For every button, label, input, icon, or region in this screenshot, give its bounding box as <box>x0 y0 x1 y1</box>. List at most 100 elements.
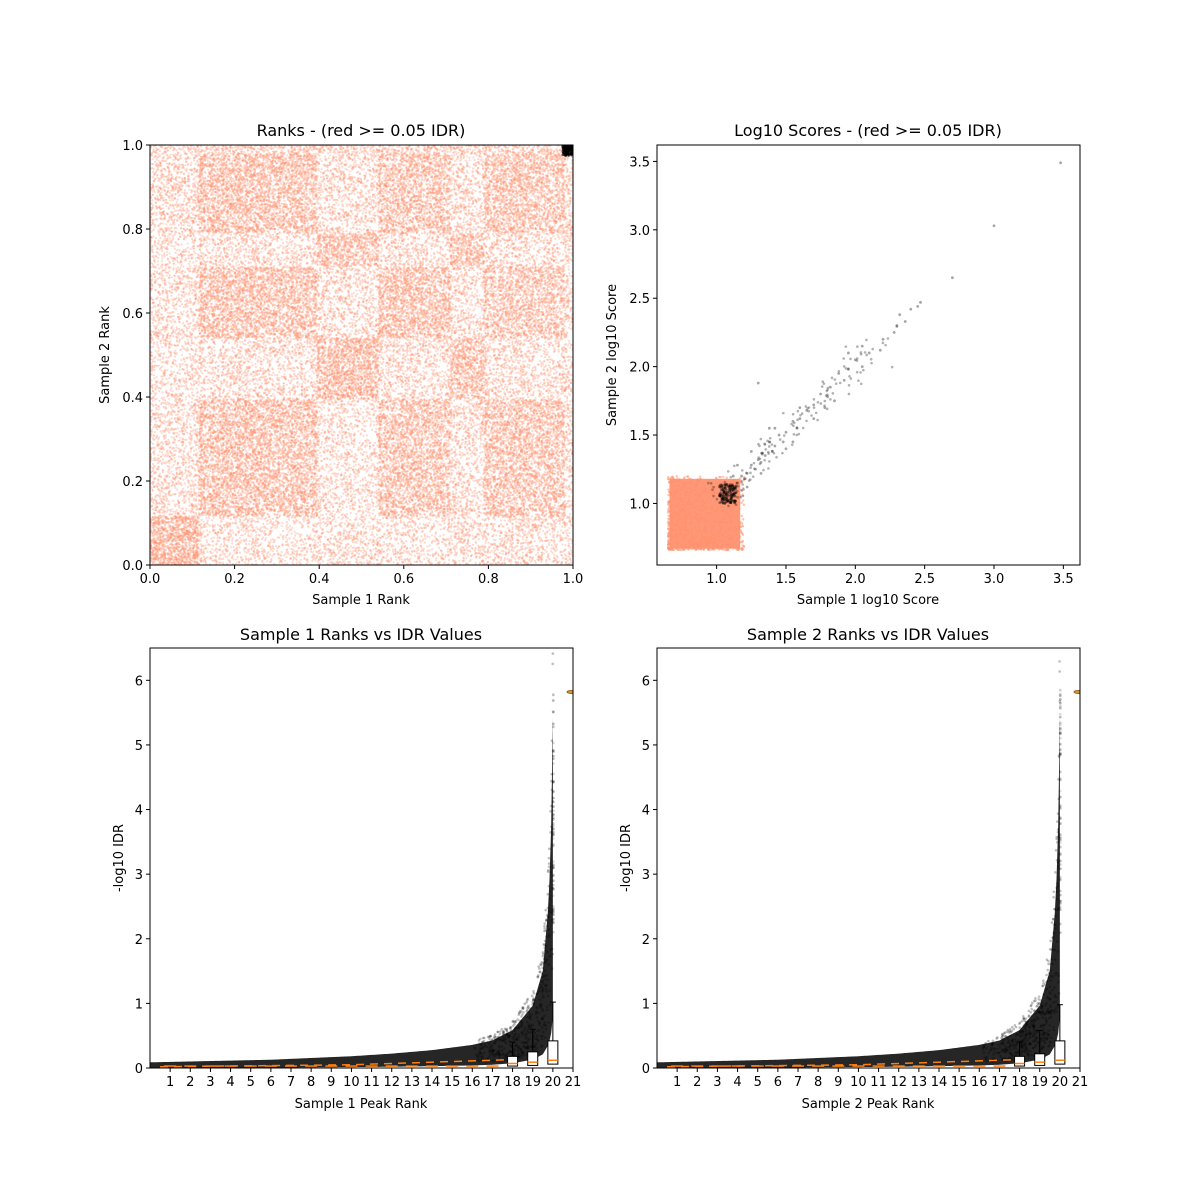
ranks-point <box>167 179 169 181</box>
ranks-point <box>180 334 182 336</box>
ranks-point <box>152 331 154 333</box>
ranks-point <box>161 501 163 503</box>
ranks-point <box>155 554 157 556</box>
ranks-point <box>191 415 193 417</box>
ranks-point <box>155 164 157 166</box>
ranks-point <box>162 287 164 289</box>
ranks-point <box>193 190 195 192</box>
ranks-point <box>167 240 169 242</box>
ranks-point <box>164 549 166 551</box>
ranks-point <box>195 411 197 413</box>
ranks-point <box>150 249 152 251</box>
ranks-point <box>183 228 185 230</box>
ranks-point <box>169 283 171 285</box>
ranks-point <box>178 533 180 535</box>
ranks-point <box>170 458 172 460</box>
ranks-point <box>173 352 175 354</box>
ranks-point <box>166 443 168 445</box>
ranks-point <box>160 175 162 177</box>
ranks-point <box>190 164 192 166</box>
ranks-point <box>152 306 154 308</box>
ranks-point <box>184 254 186 256</box>
ranks-point <box>183 357 185 359</box>
ranks-point <box>160 424 162 426</box>
ranks-point <box>166 455 168 457</box>
ranks-point <box>167 500 169 502</box>
ranks-point <box>176 541 178 543</box>
ranks-point <box>151 285 153 287</box>
ranks-point <box>175 243 177 245</box>
ranks-point <box>193 235 195 237</box>
ranks-point <box>197 281 199 283</box>
ranks-point <box>195 464 197 466</box>
ranks-point <box>178 168 180 170</box>
ranks-point <box>160 191 162 193</box>
ranks-point <box>190 212 192 214</box>
ranks-point <box>152 443 154 445</box>
ranks-point <box>195 557 197 559</box>
ranks-point <box>197 161 199 163</box>
ranks-point <box>164 546 166 548</box>
ranks-point <box>176 166 178 168</box>
ranks-point <box>160 162 162 164</box>
ranks-point <box>158 253 160 255</box>
ranks-point <box>183 531 185 533</box>
ranks-point <box>180 456 182 458</box>
ranks-point <box>174 350 176 352</box>
ranks-point <box>185 508 187 510</box>
ranks-point <box>155 212 157 214</box>
ranks-point <box>189 298 191 300</box>
ranks-point <box>159 272 161 274</box>
ranks-point <box>173 288 175 290</box>
ranks-point <box>196 344 198 346</box>
ranks-point <box>180 492 182 494</box>
ranks-point <box>158 304 160 306</box>
ranks-point <box>166 154 168 156</box>
ranks-point <box>172 390 174 392</box>
ranks-point <box>150 346 152 348</box>
ranks-point <box>192 240 194 242</box>
ranks-point <box>152 176 154 178</box>
ranks-point <box>176 249 178 251</box>
ranks-point <box>155 380 157 382</box>
ranks-point <box>179 518 181 520</box>
ranks-point <box>196 245 198 247</box>
ranks-point <box>185 184 187 186</box>
ranks-point <box>160 515 162 517</box>
ranks-point <box>178 386 180 388</box>
ranks-point <box>152 263 154 265</box>
ranks-point <box>193 171 195 173</box>
ranks-point <box>192 463 194 465</box>
ranks-point <box>160 508 162 510</box>
ranks-point <box>151 244 153 246</box>
ranks-point <box>175 303 177 305</box>
ranks-point <box>191 364 193 366</box>
ranks-point <box>177 516 179 518</box>
ranks-point <box>172 299 174 301</box>
ranks-point <box>184 325 186 327</box>
ranks-point <box>156 385 158 387</box>
ranks-point <box>188 371 190 373</box>
ranks-point <box>172 283 174 285</box>
ranks-point <box>191 328 193 330</box>
ranks-point <box>190 235 192 237</box>
ranks-point <box>190 488 192 490</box>
ranks-point <box>172 329 174 331</box>
ranks-point <box>177 480 179 482</box>
ranks-point <box>192 557 194 559</box>
ranks-point <box>155 484 157 486</box>
ranks-point <box>170 558 172 560</box>
ranks-point <box>195 504 197 506</box>
ranks-point <box>152 535 154 537</box>
ranks-point <box>187 349 189 351</box>
ranks-point <box>194 469 196 471</box>
ranks-point <box>194 479 196 481</box>
ranks-point <box>182 291 184 293</box>
ranks-point <box>172 154 174 156</box>
ranks-point <box>184 512 186 514</box>
ranks-point <box>153 554 155 556</box>
ranks-point <box>188 185 190 187</box>
ranks-point <box>162 375 164 377</box>
ranks-point <box>190 230 192 232</box>
ranks-point <box>176 383 178 385</box>
